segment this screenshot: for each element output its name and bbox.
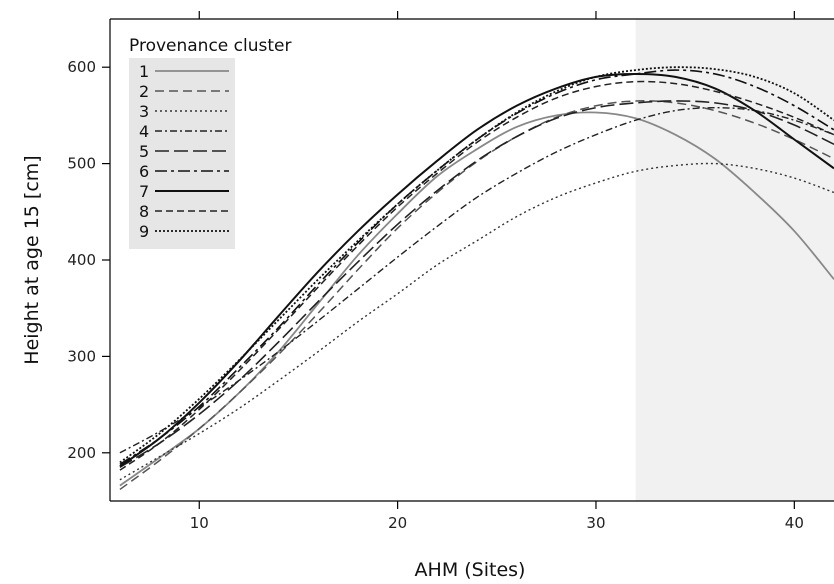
shaded-region — [635, 19, 834, 501]
legend-label-6: 6 — [139, 162, 149, 181]
y-axis-title: Height at age 15 [cm] — [21, 155, 43, 364]
legend-label-2: 2 — [139, 82, 149, 101]
y-tick-label-600: 600 — [67, 58, 96, 76]
y-tick-label-200: 200 — [67, 444, 96, 462]
legend-label-8: 8 — [139, 202, 149, 221]
series-line-8 — [119, 80, 834, 471]
y-tick-label-400: 400 — [67, 251, 96, 269]
x-tick-label-20: 20 — [388, 514, 407, 532]
legend-label-1: 1 — [139, 62, 149, 81]
series-line-4 — [119, 106, 834, 454]
series-line-1 — [119, 111, 834, 487]
legend-label-7: 7 — [139, 182, 149, 201]
shaded-region-layer — [635, 19, 834, 501]
legend-label-9: 9 — [139, 222, 149, 241]
legend-label-4: 4 — [139, 122, 149, 141]
x-tick-label-30: 30 — [586, 514, 605, 532]
x-tick-label-40: 40 — [785, 514, 804, 532]
series-line-5 — [119, 100, 834, 468]
x-tick-label-10: 10 — [190, 514, 209, 532]
series-layer — [119, 66, 834, 491]
legend-label-5: 5 — [139, 142, 149, 161]
series-line-3 — [119, 162, 834, 481]
axes: 10 20 30 40 200 300 400 500 600 — [67, 11, 834, 532]
legend-label-3: 3 — [139, 102, 149, 121]
y-tick-label-300: 300 — [67, 347, 96, 365]
x-axis-title: AHM (Sites) — [415, 559, 526, 581]
series-line-9 — [119, 66, 834, 464]
series-line-6 — [119, 69, 834, 466]
legend-box — [129, 58, 235, 249]
y-tick-label-500: 500 — [67, 155, 96, 173]
legend-title: Provenance cluster — [129, 36, 291, 56]
